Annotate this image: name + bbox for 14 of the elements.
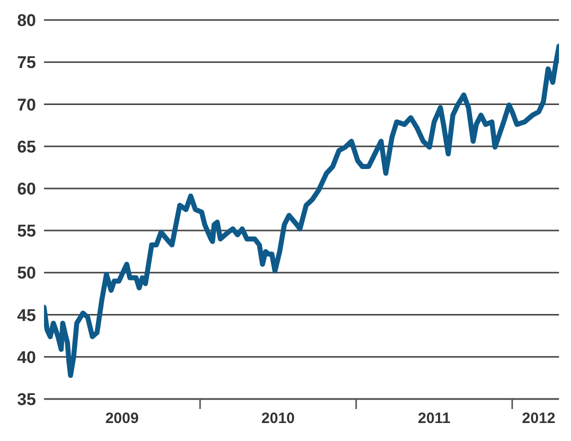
x-tick-label: 2010 <box>261 410 295 427</box>
y-tick-label: 60 <box>17 179 36 198</box>
y-tick-label: 70 <box>17 95 36 114</box>
y-tick-label: 55 <box>17 222 36 241</box>
y-tick-label: 40 <box>17 348 36 367</box>
y-tick-label: 35 <box>17 390 36 410</box>
x-tick-label: 2012 <box>522 410 556 427</box>
x-tick-label: 2009 <box>105 410 139 427</box>
y-tick-label: 50 <box>17 264 36 283</box>
x-tick-label: 2011 <box>418 410 450 427</box>
y-tick-label: 80 <box>17 11 36 30</box>
y-tick-label: 45 <box>17 306 36 325</box>
y-tick-label: 75 <box>17 53 36 72</box>
y-tick-label: 65 <box>17 137 36 156</box>
